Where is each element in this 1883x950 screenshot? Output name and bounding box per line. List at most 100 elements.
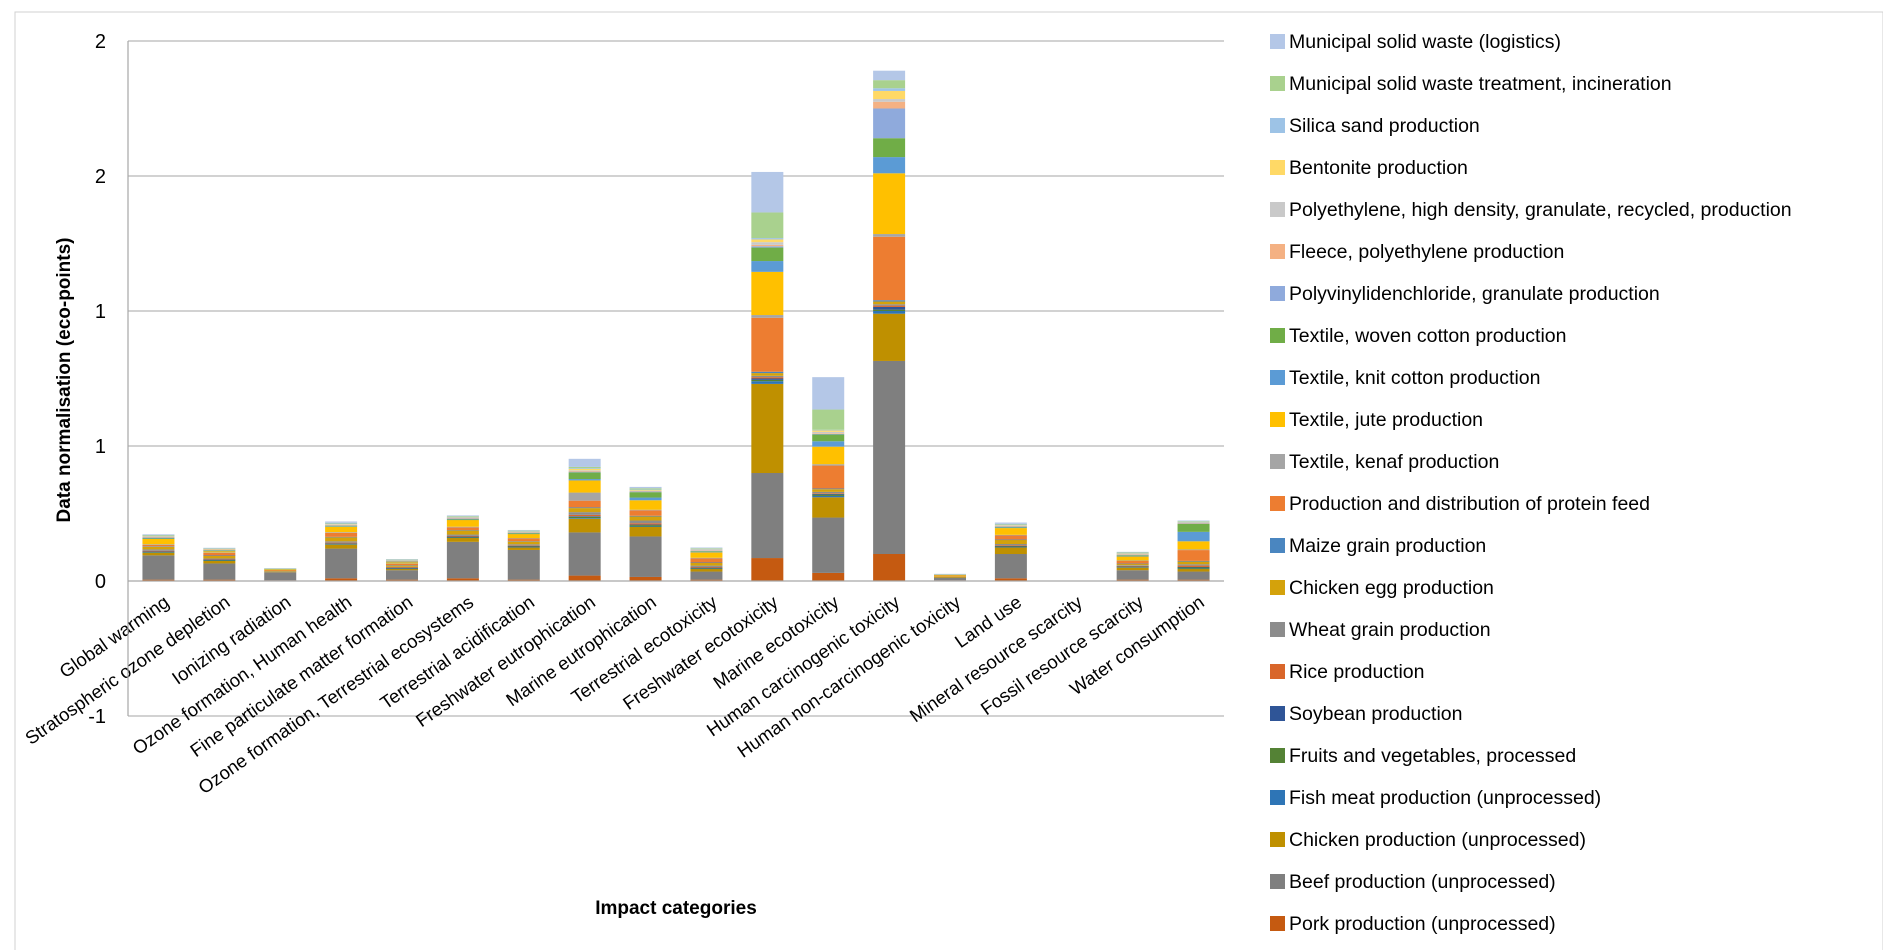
bar-segment [446, 536, 479, 538]
bar-segment [690, 551, 723, 553]
bar-segment [751, 242, 784, 245]
bar-segment [325, 548, 358, 579]
bar-segment [751, 377, 784, 379]
bar-segment [203, 548, 236, 550]
legend-entry: Textile, woven cotton production [1289, 325, 1567, 347]
bar-segment [812, 465, 845, 489]
bar-segment [934, 574, 966, 575]
bar-segment [203, 559, 236, 561]
bar-segment [994, 525, 1027, 527]
bar-segment [812, 446, 845, 465]
bar-segment [325, 536, 358, 538]
bar-segment [1116, 560, 1149, 564]
bar-segment [690, 550, 723, 551]
bar-segment [1116, 552, 1149, 554]
bar-segment [629, 524, 662, 526]
bar-segment [264, 569, 297, 571]
legend-swatch [1270, 34, 1285, 49]
legend-entry: Polyethylene, high density, granulate, r… [1289, 199, 1792, 221]
legend-entry: Beef production (unprocessed) [1289, 871, 1556, 893]
bar-segment [629, 497, 662, 501]
bar-segment [1177, 579, 1210, 581]
bar-segment [812, 497, 845, 518]
bar-segment [873, 306, 906, 310]
bar-segment [142, 544, 175, 547]
bar-segment [386, 559, 418, 561]
bar-segment [386, 561, 418, 562]
bar-segment [690, 548, 723, 549]
bar-segment [873, 305, 906, 307]
bar-segment [568, 458, 601, 467]
bar-segment [386, 561, 418, 562]
bar-segment [629, 492, 662, 498]
bar-segment [934, 574, 966, 576]
bar-segment [812, 431, 845, 434]
bar-segment [1177, 520, 1210, 522]
bar-segment [264, 569, 297, 570]
bar-segment [812, 517, 845, 573]
bar-segment [507, 532, 540, 533]
bar-segment [1116, 551, 1149, 553]
legend-swatch [1270, 370, 1285, 385]
bar-segment [568, 480, 601, 493]
legend-entry: Textile, jute production [1289, 409, 1483, 431]
bar-segment [325, 543, 358, 544]
legend-entry: Chicken egg production [1289, 577, 1494, 599]
bar-segment [1177, 568, 1210, 570]
bar-segment [507, 545, 540, 547]
legend-swatch [1270, 622, 1285, 637]
bar-segment [264, 571, 297, 573]
bar-segment [1116, 553, 1149, 554]
y-axis-title: Data normalisation (eco-points) [54, 237, 75, 522]
bar-segment [325, 578, 358, 581]
legend-entry: Fish meat production (unprocessed) [1289, 787, 1601, 809]
bar-segment [507, 532, 540, 534]
bar-segment [1116, 555, 1149, 557]
bar-segment [507, 538, 540, 539]
bar-segment [446, 526, 479, 528]
bar-segment [386, 562, 418, 564]
bar-segment [629, 536, 662, 577]
bar-segment [325, 542, 358, 544]
bar-segment [812, 409, 845, 430]
bar-segment [386, 565, 418, 566]
bar-segment [994, 546, 1027, 548]
bar-segment [812, 433, 845, 434]
bar-segment [751, 212, 784, 239]
bar-segment [142, 552, 175, 553]
bar-segment [386, 559, 418, 561]
bar-segment [507, 547, 540, 550]
bar-segment [873, 90, 906, 100]
bar-segment [994, 524, 1027, 526]
bar-segment [507, 529, 540, 531]
bar-segment [142, 550, 175, 552]
bar-segment [690, 547, 723, 549]
bar-segment [873, 80, 906, 89]
bar-segment [1116, 566, 1149, 567]
legend-swatch [1270, 454, 1285, 469]
bar-segment [690, 579, 723, 581]
legend-swatch [1270, 244, 1285, 259]
bar-segment [1116, 560, 1149, 561]
bar-segment [812, 495, 845, 498]
bar-segment [142, 535, 175, 537]
bar-segment [812, 429, 845, 431]
bar-segment [568, 472, 601, 480]
bar-segment [568, 500, 601, 508]
bar-segment [446, 578, 479, 581]
bar-segment [325, 537, 358, 542]
bar-segment [751, 271, 784, 316]
bar-segment [386, 565, 418, 567]
bar-segment [751, 373, 784, 376]
bar-segment [568, 468, 601, 469]
bar-segment [386, 567, 418, 568]
bar-segment [203, 549, 236, 551]
bar-segment [812, 488, 845, 490]
bar-segment [568, 466, 601, 469]
bar-segment [812, 491, 845, 494]
bar-segment [873, 108, 906, 139]
legend-swatch [1270, 286, 1285, 301]
y-tick-label: 1 [95, 436, 106, 458]
bar-segment [994, 534, 1027, 536]
